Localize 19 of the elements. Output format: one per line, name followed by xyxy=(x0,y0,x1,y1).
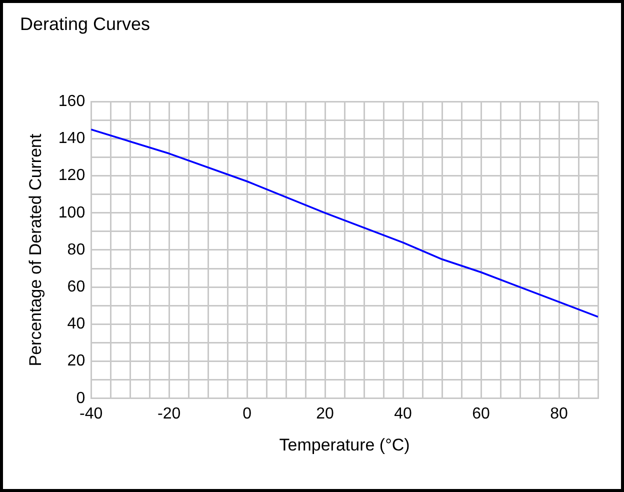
x-tick-label: -40 xyxy=(80,405,103,422)
x-tick-label: -20 xyxy=(158,405,181,422)
y-tick-label: 80 xyxy=(67,241,86,258)
y-tick-label: 60 xyxy=(67,278,86,296)
x-tick-label: 40 xyxy=(394,405,412,422)
y-tick-label: 20 xyxy=(67,352,86,370)
y-tick-label: 160 xyxy=(58,93,86,110)
x-tick-label: 80 xyxy=(550,405,568,422)
y-tick-label: 0 xyxy=(76,390,86,407)
y-tick-label: 100 xyxy=(58,204,86,222)
y-axis-title: Percentage of Derated Current xyxy=(26,133,45,366)
x-tick-label: 60 xyxy=(472,405,490,422)
y-tick-label: 140 xyxy=(58,130,86,148)
x-tick-label: 20 xyxy=(316,405,334,422)
y-tick-label: 40 xyxy=(67,316,86,333)
x-axis-title: Temperature (°C) xyxy=(279,435,410,454)
y-tick-label: 120 xyxy=(58,167,86,184)
x-tick-label: 0 xyxy=(242,405,252,422)
chart-title: Derating Curves xyxy=(20,14,150,34)
